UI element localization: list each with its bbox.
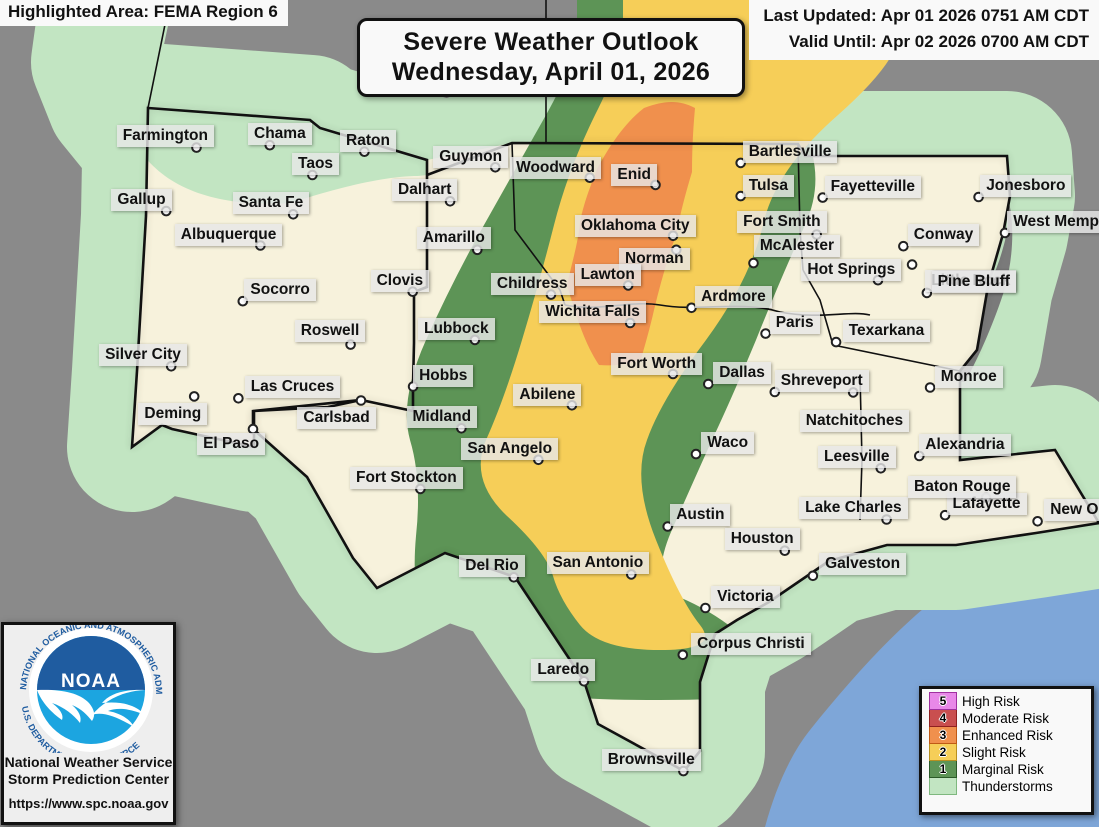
svg-text:NOAA: NOAA <box>61 671 121 692</box>
